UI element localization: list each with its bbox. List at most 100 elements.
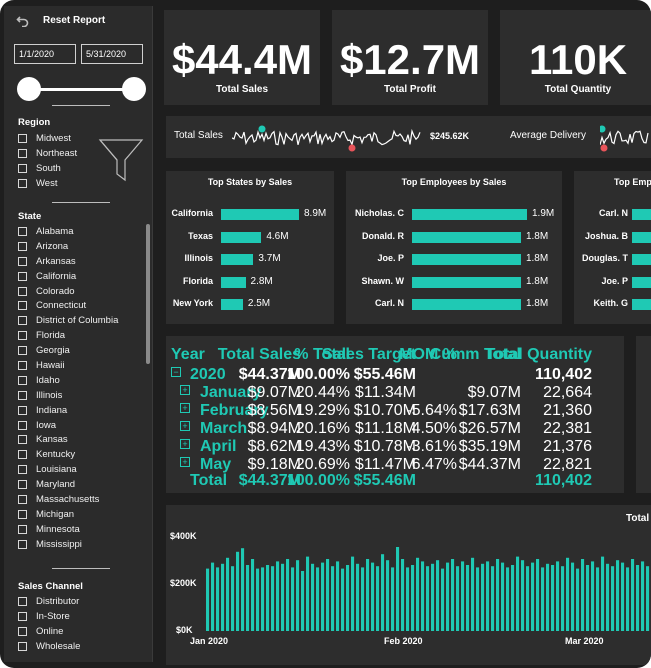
state-option[interactable]: Connecticut [18,298,118,313]
daily-sales-bar[interactable] [641,561,645,631]
daily-sales-bar[interactable] [471,557,475,631]
daily-sales-bar[interactable] [626,567,630,631]
checkbox[interactable] [18,360,27,370]
daily-sales-bar[interactable] [381,554,385,631]
end-date-input[interactable]: 5/31/2020 [81,44,143,64]
expand-icon[interactable]: + [180,439,190,449]
bar[interactable] [221,231,262,243]
daily-sales-bar[interactable] [521,560,525,631]
checkbox[interactable] [18,390,27,400]
daily-sales-bar[interactable] [616,560,620,631]
state-option[interactable]: Kansas [18,432,118,447]
daily-sales-bar[interactable] [486,561,490,631]
state-option[interactable]: Hawaii [18,358,118,373]
expand-icon[interactable]: + [180,403,190,413]
state-option[interactable]: Minnesota [18,522,118,537]
start-date-input[interactable]: 1/1/2020 [14,44,76,64]
state-option[interactable]: Kentucky [18,447,118,462]
region-option[interactable]: West [18,176,77,191]
daily-sales-bar[interactable] [581,559,585,631]
region-option[interactable]: Midwest [18,131,77,146]
daily-sales-bar[interactable] [326,559,330,631]
checkbox[interactable] [18,596,27,606]
daily-sales-bar[interactable] [376,566,380,631]
daily-sales-bar[interactable] [281,563,285,631]
bar[interactable] [632,299,651,310]
daily-sales-bar[interactable] [611,566,615,631]
daily-sales-bar[interactable] [271,566,275,631]
bar[interactable] [412,299,521,310]
date-range-start-handle[interactable] [17,77,41,101]
checkbox[interactable] [18,301,27,311]
daily-sales-bar[interactable] [221,563,225,631]
daily-sales-bar[interactable] [276,561,280,631]
daily-sales-bar[interactable] [341,568,345,631]
checkbox[interactable] [18,241,27,251]
state-option[interactable]: Iowa [18,418,118,433]
daily-sales-bar[interactable] [506,567,510,631]
expand-icon[interactable]: + [180,457,190,467]
expand-icon[interactable]: + [180,421,190,431]
daily-sales-bar[interactable] [411,565,415,631]
daily-sales-bar[interactable] [301,571,305,631]
daily-sales-bar[interactable] [516,556,520,631]
daily-sales-bar[interactable] [331,566,335,631]
daily-sales-bar[interactable] [491,566,495,631]
checkbox[interactable] [18,420,27,430]
state-scrollbar[interactable] [146,224,150,364]
bar[interactable] [632,209,651,220]
region-option[interactable]: South [18,161,77,176]
daily-sales-bar[interactable] [256,568,260,631]
daily-sales-bar[interactable] [631,559,635,631]
state-option[interactable]: Arkansas [18,254,118,269]
daily-sales-bar[interactable] [436,560,440,631]
daily-sales-bar[interactable] [401,559,405,631]
checkbox[interactable] [18,465,27,475]
daily-sales-bar[interactable] [226,557,230,631]
bar[interactable] [412,276,521,288]
collapse-icon[interactable]: − [171,367,181,377]
bar[interactable] [412,231,521,243]
checkbox[interactable] [18,256,27,266]
daily-sales-bar[interactable] [291,567,295,631]
daily-sales-bar[interactable] [246,565,250,631]
state-option[interactable]: District of Columbia [18,313,118,328]
sales_channel-option[interactable]: Wholesale [18,639,80,654]
date-range-track[interactable] [28,88,134,91]
daily-sales-bar[interactable] [311,563,315,631]
daily-sales-bar[interactable] [206,568,210,631]
daily-sales-bar[interactable] [456,566,460,631]
checkbox[interactable] [18,148,27,158]
daily-sales-bar[interactable] [371,562,375,631]
sales_channel-option[interactable]: Online [18,624,80,639]
bar[interactable] [221,254,254,265]
bar[interactable] [221,276,246,288]
daily-sales-bar[interactable] [251,559,255,631]
daily-sales-bar[interactable] [361,567,365,631]
daily-sales-bar[interactable] [556,561,560,631]
daily-sales-bar[interactable] [501,562,505,631]
daily-sales-bar[interactable] [646,566,650,631]
checkbox[interactable] [18,375,27,385]
daily-sales-bar[interactable] [601,556,605,631]
expand-icon[interactable]: + [180,385,190,395]
daily-sales-bar[interactable] [336,561,340,631]
checkbox[interactable] [18,626,27,636]
checkbox[interactable] [18,226,27,236]
daily-sales-bar[interactable] [461,561,465,631]
daily-sales-bar[interactable] [286,559,290,631]
daily-sales-bar[interactable] [551,565,555,631]
checkbox[interactable] [18,641,27,651]
bar[interactable] [221,209,299,220]
state-option[interactable]: Mississippi [18,537,118,552]
checkbox[interactable] [18,346,27,356]
checkbox[interactable] [18,509,27,519]
daily-sales-bar[interactable] [526,566,530,631]
bar[interactable] [412,254,521,265]
bar[interactable] [412,209,527,220]
bar[interactable] [632,231,651,243]
daily-sales-bar[interactable] [391,567,395,631]
daily-sales-bar[interactable] [566,557,570,631]
checkbox[interactable] [18,450,27,460]
daily-sales-bar[interactable] [466,565,470,631]
